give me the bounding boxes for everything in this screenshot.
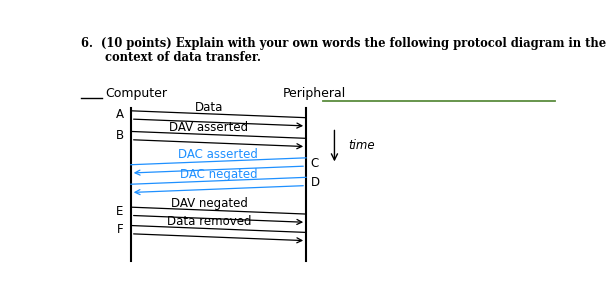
- Text: 6.  (10 points) Explain with your own words the following protocol diagram in th: 6. (10 points) Explain with your own wor…: [81, 37, 606, 50]
- Text: A: A: [115, 108, 123, 121]
- Text: time: time: [349, 139, 375, 152]
- Text: Data removed: Data removed: [167, 215, 251, 228]
- Text: C: C: [311, 157, 319, 170]
- Text: D: D: [311, 176, 320, 189]
- Text: F: F: [117, 223, 123, 236]
- Text: context of data transfer.: context of data transfer.: [81, 51, 261, 64]
- Text: DAC asserted: DAC asserted: [178, 148, 258, 161]
- Text: DAV asserted: DAV asserted: [169, 121, 249, 134]
- Text: B: B: [115, 129, 123, 142]
- Text: Peripheral: Peripheral: [282, 87, 346, 100]
- Text: DAV negated: DAV negated: [170, 197, 247, 210]
- Text: Data: Data: [195, 101, 223, 114]
- Text: Computer: Computer: [105, 87, 167, 100]
- Text: E: E: [116, 205, 123, 218]
- Text: DAC negated: DAC negated: [180, 168, 257, 181]
